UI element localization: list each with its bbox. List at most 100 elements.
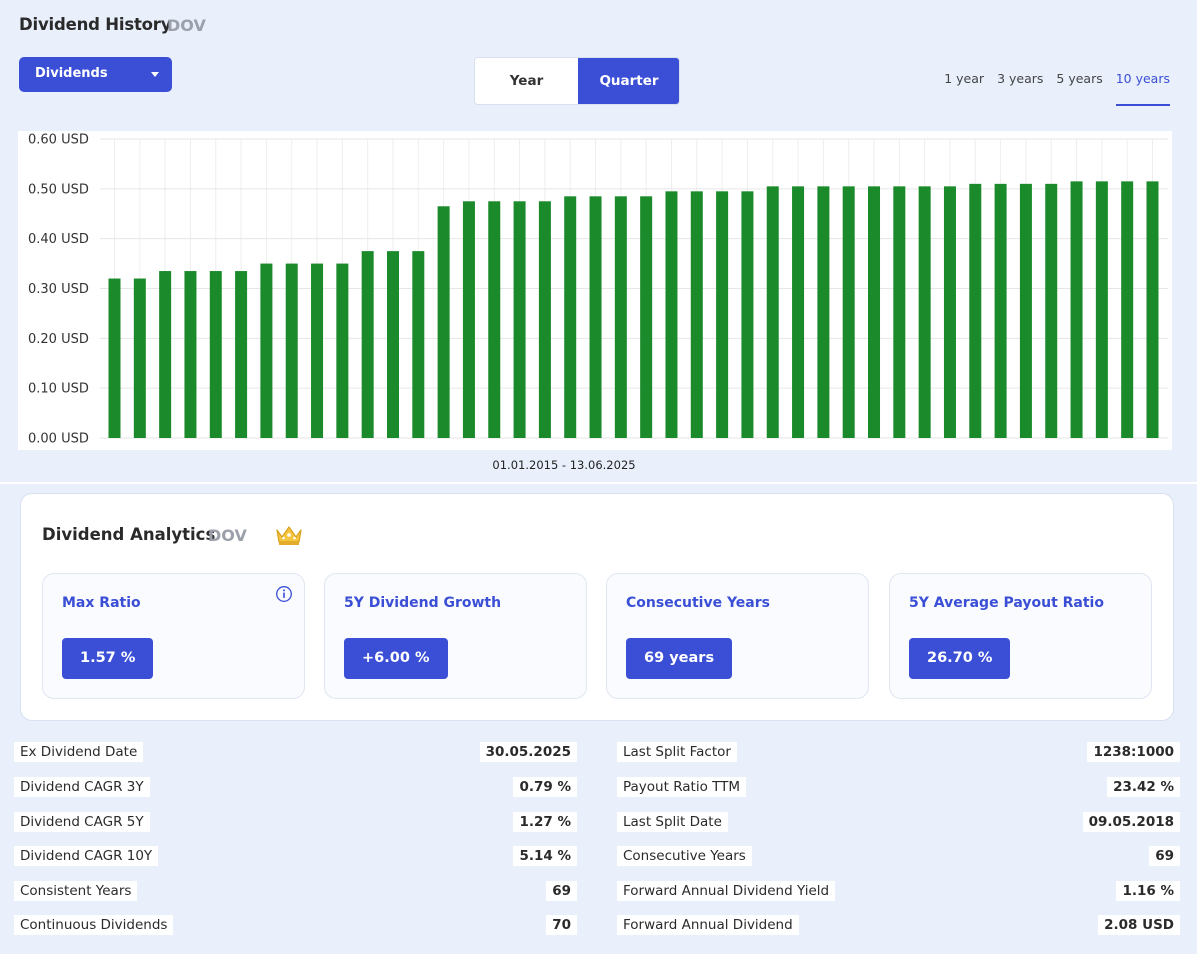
metric-dropdown[interactable]: Dividends xyxy=(19,57,172,92)
dividend-bar[interactable] xyxy=(893,186,906,438)
max-ratio-card: Max Ratio 1.57 % xyxy=(42,573,305,699)
dividend-bar[interactable] xyxy=(589,196,602,438)
dividend-bar[interactable] xyxy=(741,191,754,438)
stat-value: 23.42 % xyxy=(1107,777,1180,797)
range-10-years[interactable]: 10 years xyxy=(1115,71,1171,106)
dividend-bar[interactable] xyxy=(614,196,627,438)
dividend-bar[interactable] xyxy=(564,196,577,438)
stat-value: 2.08 USD xyxy=(1098,915,1180,935)
dividend-bar[interactable] xyxy=(1121,181,1134,438)
analytics-ticker: DOV xyxy=(208,526,247,545)
dividend-bar[interactable] xyxy=(412,251,425,438)
dividend-bar[interactable] xyxy=(716,191,729,438)
dividend-analytics-card: Dividend Analytics DOV Max Ratio 1.57 % … xyxy=(20,493,1174,721)
dividend-bar[interactable] xyxy=(969,183,982,438)
ticker-label: DOV xyxy=(167,16,206,35)
stat-label: Payout Ratio TTM xyxy=(617,777,747,797)
dividend-bar[interactable] xyxy=(285,263,298,438)
consecutive-years-card: Consecutive Years 69 years xyxy=(606,573,869,699)
dividend-bar[interactable] xyxy=(260,263,273,438)
dividend-bar[interactable] xyxy=(817,186,830,438)
stat-label: Dividend CAGR 5Y xyxy=(14,812,150,832)
dividend-bar[interactable] xyxy=(842,186,855,438)
period-toggle: Year Quarter xyxy=(474,57,680,105)
stat-label: Forward Annual Dividend Yield xyxy=(617,881,836,901)
stat-label: Consistent Years xyxy=(14,881,138,901)
card-label: 5Y Dividend Growth xyxy=(344,595,502,611)
dividend-bar[interactable] xyxy=(1019,183,1032,438)
dividend-bar[interactable] xyxy=(1045,183,1058,438)
card-label: Max Ratio xyxy=(62,595,141,611)
range-3-years[interactable]: 3 years xyxy=(997,71,1044,86)
dividend-bar[interactable] xyxy=(184,271,197,438)
y-tick-label: 0.30 USD xyxy=(28,282,89,297)
dividend-bar[interactable] xyxy=(513,201,526,438)
card-value: 69 years xyxy=(626,638,733,679)
stat-label: Consecutive Years xyxy=(617,846,752,866)
stat-label: Last Split Factor xyxy=(617,742,737,762)
stat-value: 70 xyxy=(546,915,577,935)
stat-value: 1238:1000 xyxy=(1087,742,1180,762)
stat-value: 69 xyxy=(1149,846,1180,866)
caret-down-icon xyxy=(151,72,159,77)
range-selector: 1 year 3 years 5 years 10 years xyxy=(944,71,1171,106)
card-label: Consecutive Years xyxy=(626,595,770,611)
analytics-title: Dividend Analytics xyxy=(42,525,216,544)
dividend-bar[interactable] xyxy=(108,278,121,438)
page-title: Dividend History xyxy=(19,15,172,34)
dividend-bar[interactable] xyxy=(918,186,931,438)
y-tick-label: 0.50 USD xyxy=(28,182,89,197)
dividend-bar[interactable] xyxy=(994,183,1007,438)
card-value: 1.57 % xyxy=(62,638,154,679)
dividend-bar[interactable] xyxy=(640,196,653,438)
dividend-bar[interactable] xyxy=(665,191,678,438)
quarter-toggle-button[interactable]: Quarter xyxy=(578,58,679,104)
dividend-bar[interactable] xyxy=(1146,181,1159,438)
dividend-bar[interactable] xyxy=(766,186,779,438)
stat-value: 09.05.2018 xyxy=(1082,812,1180,832)
y-tick-label: 0.60 USD xyxy=(28,133,89,148)
dividend-bar[interactable] xyxy=(209,271,222,438)
dividend-bar[interactable] xyxy=(868,186,881,438)
dividend-bar[interactable] xyxy=(361,251,374,438)
dividend-bar-chart: 0.00 USD 0.10 USD 0.20 USD 0.30 USD 0.40 USD… xyxy=(18,131,1172,450)
dividend-bar[interactable] xyxy=(488,201,501,438)
dividend-bar[interactable] xyxy=(311,263,324,438)
dividend-bar[interactable] xyxy=(235,271,248,438)
stat-value: 30.05.2025 xyxy=(479,742,577,762)
analytics-section: Dividend Analytics DOV Max Ratio 1.57 % … xyxy=(0,484,1197,954)
dividend-bar[interactable] xyxy=(1095,181,1108,438)
y-tick-label: 0.20 USD xyxy=(28,332,89,347)
stat-label: Ex Dividend Date xyxy=(14,742,144,762)
stat-label: Last Split Date xyxy=(617,812,728,832)
dividend-bar[interactable] xyxy=(943,186,956,438)
dividend-bar[interactable] xyxy=(690,191,703,438)
payout-ratio-card: 5Y Average Payout Ratio 26.70 % xyxy=(889,573,1152,699)
dividend-bar[interactable] xyxy=(386,251,399,438)
y-tick-label: 0.40 USD xyxy=(28,232,89,247)
dividend-bar[interactable] xyxy=(437,206,450,438)
range-1-year[interactable]: 1 year xyxy=(944,71,985,86)
dividend-bar[interactable] xyxy=(1070,181,1083,438)
info-icon[interactable] xyxy=(275,585,293,603)
dividend-bar[interactable] xyxy=(462,201,475,438)
dividend-bar[interactable] xyxy=(792,186,805,438)
dividend-growth-card: 5Y Dividend Growth +6.00 % xyxy=(324,573,587,699)
range-5-years[interactable]: 5 years xyxy=(1056,71,1103,86)
y-tick-label: 0.00 USD xyxy=(28,432,89,447)
stat-value: 69 xyxy=(546,881,577,901)
dividend-history-panel: Dividend History DOV Dividends Year Quar… xyxy=(0,0,1197,482)
dividend-bar[interactable] xyxy=(538,201,551,438)
stat-value: 1.16 % xyxy=(1116,881,1180,901)
dividend-bar[interactable] xyxy=(336,263,349,438)
dividend-bar[interactable] xyxy=(133,278,146,438)
stat-value: 0.79 % xyxy=(513,777,577,797)
stat-label: Dividend CAGR 10Y xyxy=(14,846,159,866)
year-toggle-button[interactable]: Year xyxy=(475,58,578,104)
stat-label: Continuous Dividends xyxy=(14,915,174,935)
card-value: +6.00 % xyxy=(344,638,448,679)
metric-dropdown-label: Dividends xyxy=(35,66,108,81)
stat-label: Forward Annual Dividend xyxy=(617,915,799,935)
dividend-bar[interactable] xyxy=(159,271,172,438)
stat-label: Dividend CAGR 3Y xyxy=(14,777,150,797)
